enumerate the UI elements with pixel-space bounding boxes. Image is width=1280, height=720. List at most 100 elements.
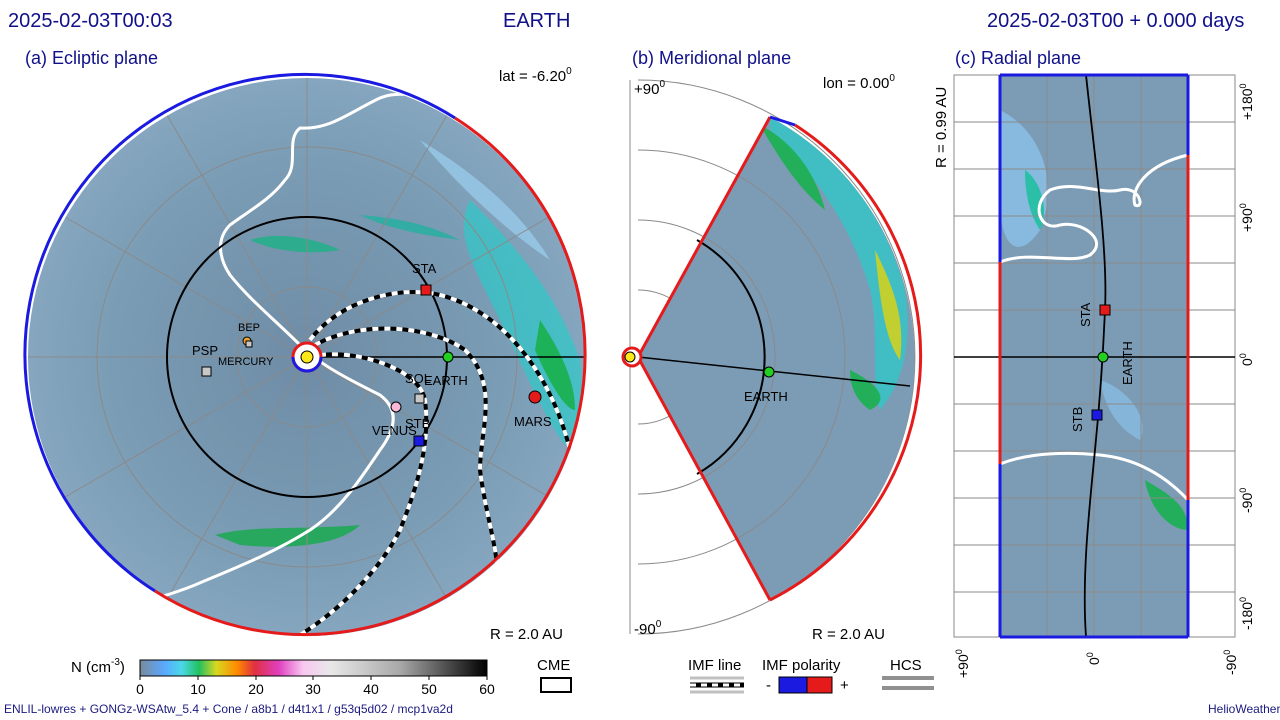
imf-lines [298,290,572,636]
light-blue-region [420,140,550,260]
colorbar-tick-50: 50 [421,681,437,697]
header-target: EARTH [503,10,571,32]
mars-label: MARS [514,414,552,429]
stb-marker [413,435,425,447]
meridional-radius-label: R = 2.0 AU [812,626,885,643]
meridional-earth-label: EARTH [744,389,788,404]
colorbar-tick-40: 40 [363,681,379,697]
meridional-panel [621,79,923,635]
polarity-positive-swatch [806,676,833,694]
colorbar-ticks [139,676,488,680]
radial-earth-label: EARTH [1120,341,1135,385]
ecliptic-panel [23,73,587,636]
imf-polarity-label: IMF polarity [762,657,841,674]
meridional-features [638,117,908,565]
radial-bottom-tick-3: -900 [1222,650,1239,675]
mercury-marker [245,340,253,348]
sta-label: STA [412,261,437,276]
polarity-minus-label: - [766,677,771,694]
radial-green-patch-2 [1145,480,1188,530]
lat-label: lat = -6.200 [499,66,572,85]
polarity-negative-swatch [778,676,808,694]
meridional-earth-marker [763,366,775,378]
mercury-label: MERCURY [218,356,274,368]
meridional-sun-icon [624,351,636,363]
hcs-label: HCS [890,657,922,674]
radial-stb-label: STB [1070,407,1085,432]
cme-core-region [535,320,575,410]
radial-blue-patch-2 [1100,380,1143,440]
polarity-rim-negative [23,73,456,593]
radial-bottom-tick-2: 00 [1085,652,1102,665]
meridional-orbit [696,239,766,475]
psp-marker [201,366,212,377]
sun-icon [300,350,314,364]
radial-right-tick-1: +1800 [1238,83,1255,120]
radial-sta-marker [1099,304,1111,316]
footer-brand: HelioWeather [1208,702,1280,716]
meridional-green [760,125,825,210]
hcs-legend [882,676,934,690]
meridional-rim-positive [769,123,923,602]
polarity-rim-positive [154,116,587,636]
density-band-upper [250,235,340,253]
colorbar-tick-0: 0 [136,681,144,697]
meridional-wedge [638,117,915,600]
venus-marker [390,401,402,413]
radial-right-tick-2: +900 [1238,203,1255,232]
colorbar-tick-20: 20 [248,681,264,697]
meridional-edge-bottom [636,356,772,601]
radial-title: (c) Radial plane [955,48,1082,68]
hcs-curve-upper [419,91,466,102]
radial-right-tick-4: -900 [1238,488,1255,513]
colorbar-label: N (cm-3) [71,657,125,676]
inner-boundary-negative [291,356,323,373]
radial-bottom-tick-1: +900 [954,649,971,678]
imf-line-legend [690,676,744,694]
ecliptic-radius-label: R = 2.0 AU [490,626,563,643]
solo-label: SOL [405,371,431,386]
colorbar-tick-10: 10 [190,681,206,697]
radial-r-label: R = 0.99 AU [933,87,950,168]
imf-line-label: IMF line [688,657,741,674]
earth-marker [442,351,454,363]
polarity-plus-label: + [840,677,849,694]
radial-hcs-upper [999,153,1189,264]
meridional-core [875,250,902,360]
radial-sta-label: STA [1078,302,1093,327]
density-band-lower [215,525,360,547]
radial-hcs-lower [999,451,1190,502]
colorbar-tick-60: 60 [479,681,495,697]
psp-label: PSP [192,343,218,358]
earth-label: EARTH [424,373,468,388]
radial-orbit-track [1083,74,1107,638]
radial-stb-marker [1091,409,1103,421]
venus-label: VENUS [372,423,417,438]
ecliptic-features [28,78,586,636]
cme-legend-box [540,677,572,693]
footer-model-info: ENLIL-lowres + GONGz-WSAtw_5.4 + Cone / … [4,702,453,716]
colorbar-tick-30: 30 [305,681,321,697]
mars-marker [528,390,542,404]
cme-label: CME [537,657,570,674]
bep-label: BEP [238,322,260,334]
header-datetime-right: 2025-02-03T00 + 0.000 days [987,10,1245,32]
hcs-curve [129,92,456,607]
colorbar [139,659,488,677]
lon-label: lon = 0.000 [823,73,895,92]
radial-features [1000,110,1188,530]
radial-right-tick-5: -1800 [1238,597,1255,630]
sta-marker [420,284,432,296]
ecliptic-title: (a) Ecliptic plane [25,48,159,68]
header-datetime-left: 2025-02-03T00:03 [8,10,173,32]
meridional-bottom-label: -900 [634,619,662,638]
meridional-rim-negative [769,115,796,127]
stb-label: STB [405,416,430,431]
solo-marker [414,393,425,404]
radial-earth-marker [1097,351,1109,363]
radial-grid [954,75,1235,637]
meridional-top-label: +900 [634,79,665,98]
meridional-title: (b) Meridional plane [632,48,792,68]
meridional-edge-top [636,116,772,358]
